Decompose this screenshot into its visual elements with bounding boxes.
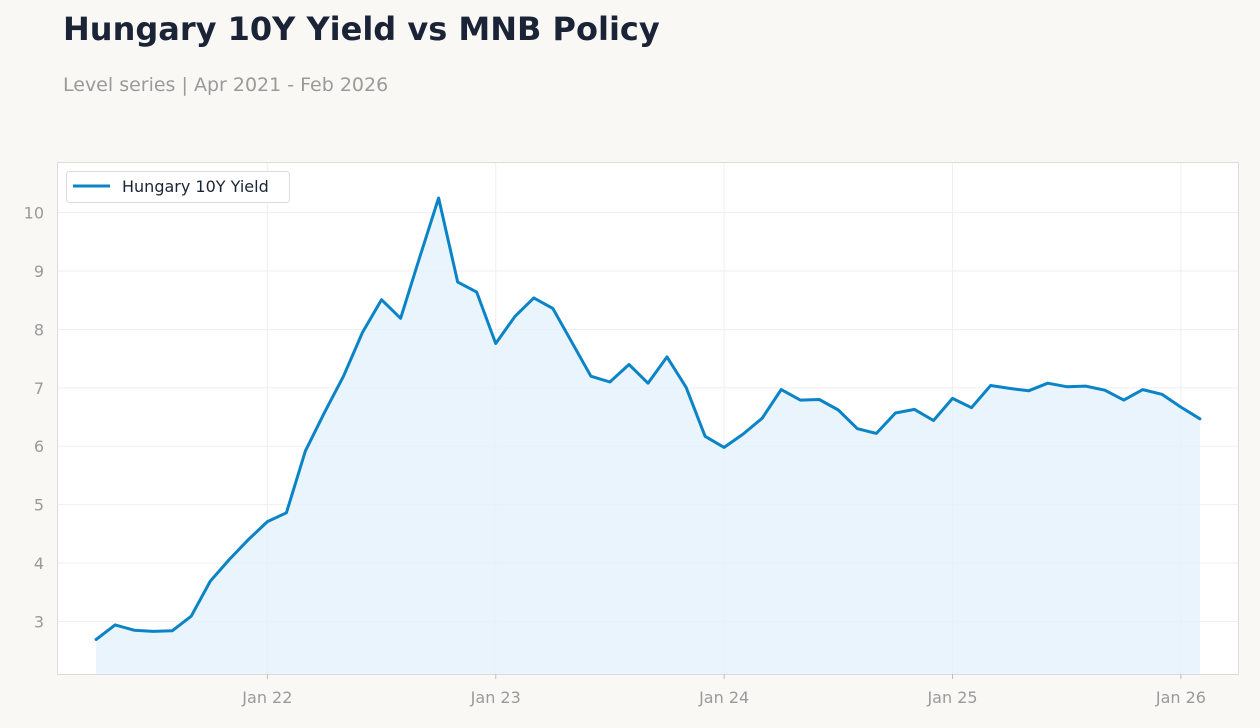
y-tick-label: 8 — [34, 320, 44, 339]
y-tick-label: 9 — [34, 262, 44, 281]
y-tick-label: 5 — [34, 496, 44, 515]
legend: Hungary 10Y Yield — [66, 171, 290, 203]
chart-title: Hungary 10Y Yield vs MNB Policy — [63, 10, 660, 48]
x-tick-label: Jan 23 — [470, 688, 521, 707]
x-tick-label: Jan 26 — [1155, 688, 1206, 707]
legend-box — [66, 171, 290, 203]
y-tick-label: 6 — [34, 437, 44, 456]
x-tick-label: Jan 22 — [241, 688, 292, 707]
y-tick-label: 3 — [34, 612, 44, 631]
y-tick-label: 7 — [34, 379, 44, 398]
y-tick-label: 4 — [34, 554, 44, 573]
y-tick-label: 10 — [24, 204, 44, 223]
chart-subtitle: Level series | Apr 2021 - Feb 2026 — [63, 74, 389, 96]
series-line — [94, 196, 1202, 641]
legend-label: Hungary 10Y Yield — [122, 177, 269, 196]
x-tick-label: Jan 24 — [698, 688, 749, 707]
x-axis: Jan 22 Jan 23 Jan 24 Jan 25 Jan 26 — [241, 674, 1206, 707]
y-axis: 3 4 5 6 7 8 9 10 — [24, 204, 44, 632]
x-tick-label: Jan 25 — [926, 688, 977, 707]
